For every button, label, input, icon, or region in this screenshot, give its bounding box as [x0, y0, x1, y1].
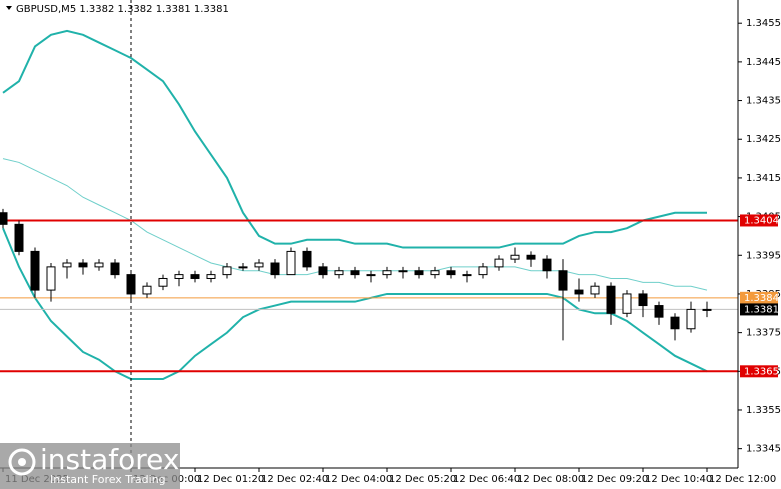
candle-body — [446, 270, 456, 276]
candle-body — [638, 293, 648, 307]
candle-body — [510, 254, 520, 260]
watermark: instaforex Instant Forex Trading — [0, 443, 180, 489]
candle-body — [398, 270, 408, 273]
level-label-box — [740, 365, 778, 378]
candle-body — [238, 266, 248, 269]
level-label-box — [740, 303, 778, 316]
candle-body — [542, 258, 552, 272]
candle-body — [366, 274, 376, 277]
watermark-box — [0, 443, 180, 489]
y-tick-label: 1.3355 — [746, 405, 781, 416]
candle-body — [0, 212, 8, 225]
candle-body — [190, 274, 200, 279]
candle-body — [286, 250, 296, 276]
candle-body — [350, 270, 360, 276]
candle-body — [574, 289, 584, 295]
level-label: 1.3365 — [744, 366, 779, 377]
candle-body — [462, 274, 472, 277]
candle-body — [62, 262, 72, 268]
candle-body — [478, 266, 488, 276]
level-label-box — [740, 214, 778, 227]
candle-body — [590, 285, 600, 295]
x-tick-label: 12 Dec 09:20 — [581, 474, 648, 485]
x-tick-label: 12 Dec 08:00 — [517, 474, 584, 485]
x-tick-label: 12 Dec 10:40 — [645, 474, 712, 485]
candle-body — [142, 285, 152, 295]
candle-body — [654, 305, 664, 318]
y-tick-label: 1.3345 — [746, 444, 781, 455]
menu-arrow — [6, 6, 12, 10]
candle-body — [30, 250, 40, 291]
level-label: 1.3404 — [744, 215, 779, 226]
candle-body — [14, 223, 24, 252]
candle-body — [606, 285, 616, 314]
candle-body — [270, 262, 280, 276]
candle-body — [430, 270, 440, 276]
candle-body — [302, 250, 312, 268]
candle-body — [622, 293, 632, 314]
candle-body — [254, 262, 264, 268]
candle-body — [702, 308, 712, 311]
candle-body — [206, 274, 216, 279]
candle-body — [318, 266, 328, 276]
level-label: 1.3381 — [744, 304, 779, 315]
x-tick-label: 12 Dec 12:00 — [709, 474, 776, 485]
candle-body — [158, 277, 168, 287]
chart-title: GBPUSD,M5 1.3382 1.3382 1.3381 1.3381 — [16, 4, 229, 15]
candle-body — [222, 266, 232, 276]
watermark-logo — [8, 448, 36, 476]
candle-body — [382, 270, 392, 276]
candle-body — [110, 262, 120, 276]
y-tick-label: 1.3415 — [746, 173, 781, 184]
y-tick-label: 1.3435 — [746, 96, 781, 107]
candle-body — [174, 274, 184, 279]
band-line — [2, 29, 707, 249]
level-label-box — [740, 291, 778, 304]
plot — [0, 29, 738, 381]
y-tick-label: 1.3395 — [746, 250, 781, 261]
x-tick-label: 12 Dec 06:40 — [453, 474, 520, 485]
candle-body — [670, 316, 680, 330]
watermark-logo-dot — [18, 458, 26, 466]
y-tick-label: 1.3425 — [746, 134, 781, 145]
candle-body — [334, 270, 344, 276]
y-tick-label: 1.3375 — [746, 328, 781, 339]
candle-body — [78, 262, 88, 268]
candle-body — [46, 266, 56, 291]
y-tick-label: 1.3445 — [746, 57, 781, 68]
candle-body — [94, 262, 104, 268]
level-label: 1.3384 — [744, 293, 779, 304]
x-tick-label: 12 Dec 04:00 — [325, 474, 392, 485]
band-line — [2, 227, 708, 381]
x-tick-label: 12 Dec 01:20 — [197, 474, 264, 485]
candle-body — [414, 270, 424, 276]
y-tick-label: 1.3455 — [746, 18, 781, 29]
candle-body — [494, 258, 504, 268]
watermark-brand: instaforex — [40, 443, 179, 476]
x-tick-label: 12 Dec 05:20 — [389, 474, 456, 485]
candle-body — [686, 308, 696, 330]
x-tick-label: 12 Dec 02:40 — [261, 474, 328, 485]
watermark-tagline: Instant Forex Trading — [50, 473, 166, 486]
candle-body — [526, 254, 536, 260]
candle-body — [558, 270, 568, 291]
